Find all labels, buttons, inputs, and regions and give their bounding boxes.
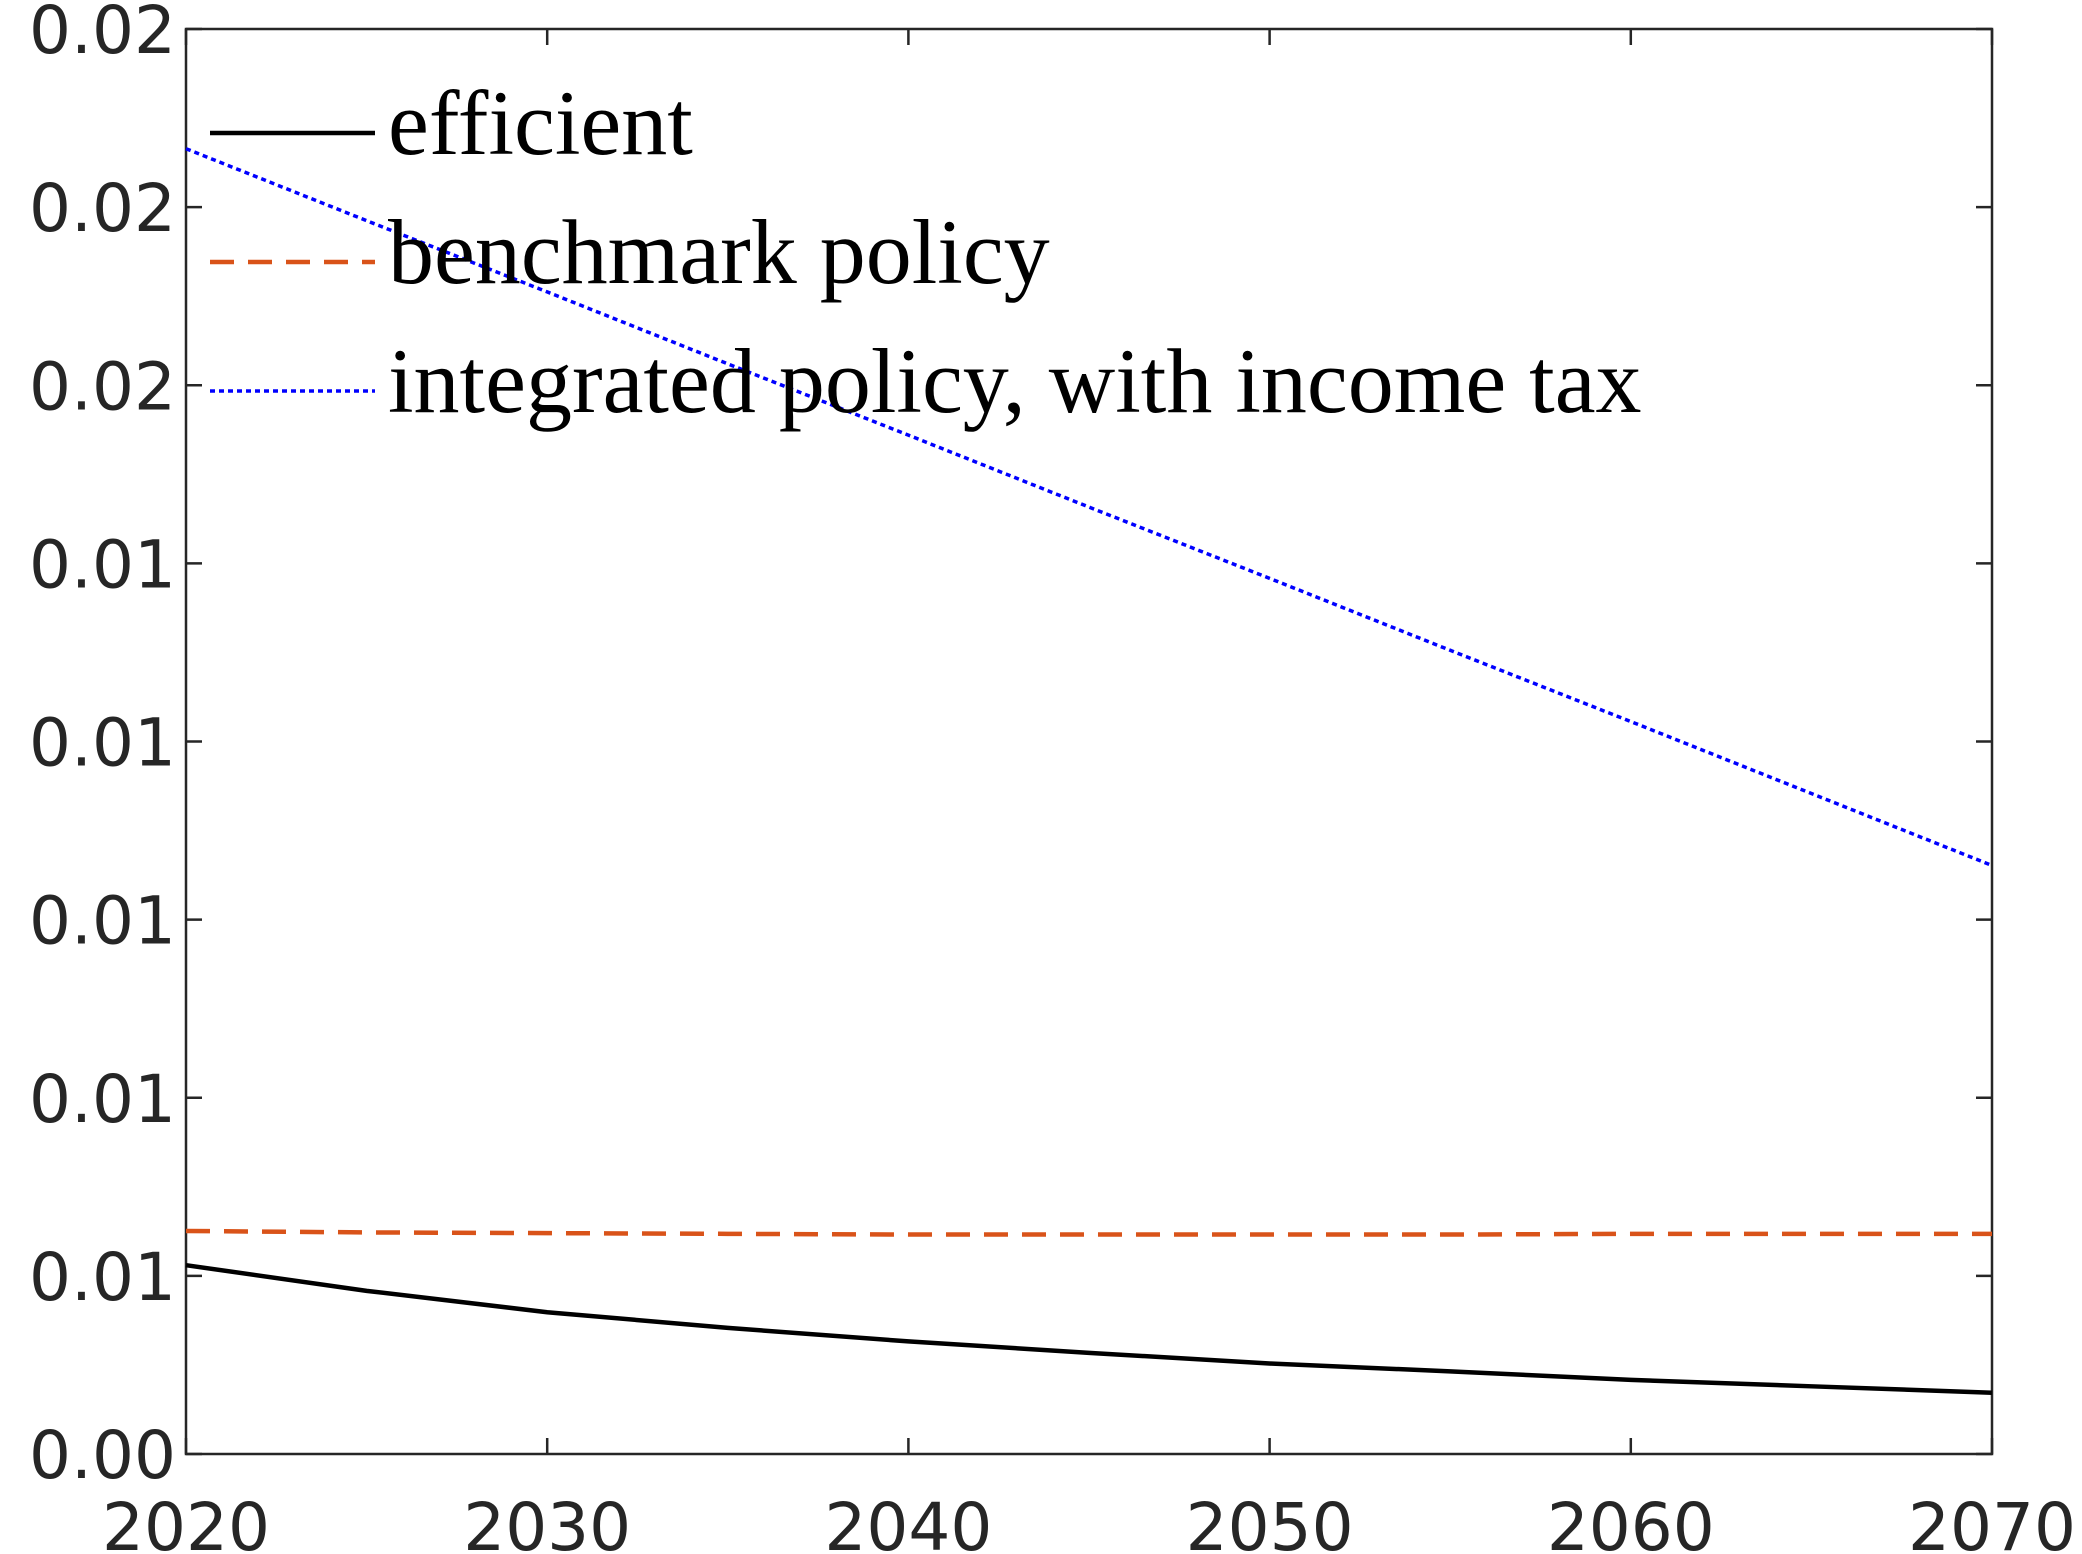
x-tick-label: 2020 xyxy=(102,1489,270,1554)
x-tick-label: 2040 xyxy=(824,1489,992,1554)
legend-label: integrated policy, with income tax xyxy=(388,330,1642,432)
y-tick-label: 0.01 xyxy=(29,1061,176,1138)
legend-label: benchmark policy xyxy=(388,201,1050,303)
y-tick-label: 0.02 xyxy=(29,348,176,425)
y-tick-label: 0.01 xyxy=(29,705,176,782)
x-tick-label: 2070 xyxy=(1908,1489,2076,1554)
y-tick-label: 0.00 xyxy=(29,1417,176,1494)
y-tick-label: 0.01 xyxy=(29,883,176,960)
x-tick-label: 2060 xyxy=(1547,1489,1715,1554)
line xyxy=(185,1228,1992,1237)
line xyxy=(185,1262,1993,1395)
y-tick-label: 0.02 xyxy=(29,170,176,247)
legend-label: efficient xyxy=(388,72,693,174)
plot-area xyxy=(184,27,1994,1456)
x-tick-label: 2030 xyxy=(463,1489,631,1554)
y-tick-label: 0.02 xyxy=(29,0,176,69)
x-tick-label: 2050 xyxy=(1186,1489,1354,1554)
y-tick-label: 0.01 xyxy=(29,1239,176,1316)
y-tick-label: 0.01 xyxy=(29,526,176,603)
